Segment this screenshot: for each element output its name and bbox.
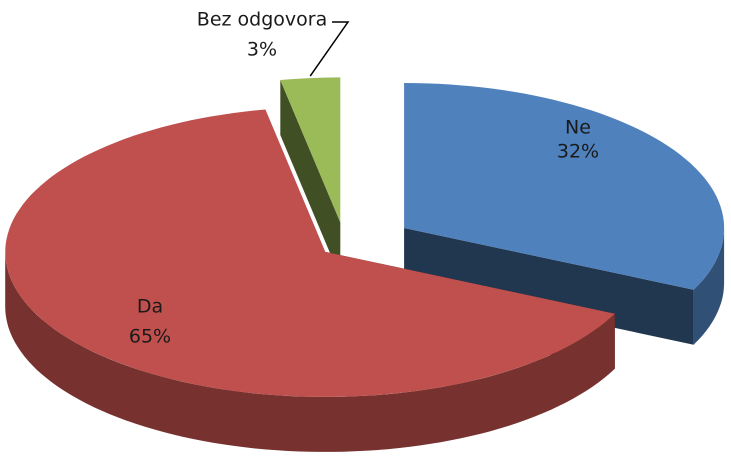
slice-value-label: 3% (247, 39, 277, 61)
leader-line (309, 21, 350, 77)
slice-value-label: 65% (129, 326, 171, 348)
slice-wall (404, 228, 694, 345)
slice-top (280, 77, 341, 223)
pie-slice (5, 109, 615, 452)
slice-top (5, 109, 615, 397)
slice-wall (280, 80, 341, 278)
pie-slice (280, 77, 341, 278)
slice-side (693, 228, 725, 345)
slice-label: Ne (565, 117, 591, 139)
slice-value-label: 32% (557, 141, 599, 163)
slice-top (404, 83, 725, 290)
slice-side (5, 251, 615, 452)
pie-slice (404, 83, 725, 345)
slice-label: Bez odgovora (197, 9, 327, 31)
slice-label: Da (137, 296, 163, 318)
